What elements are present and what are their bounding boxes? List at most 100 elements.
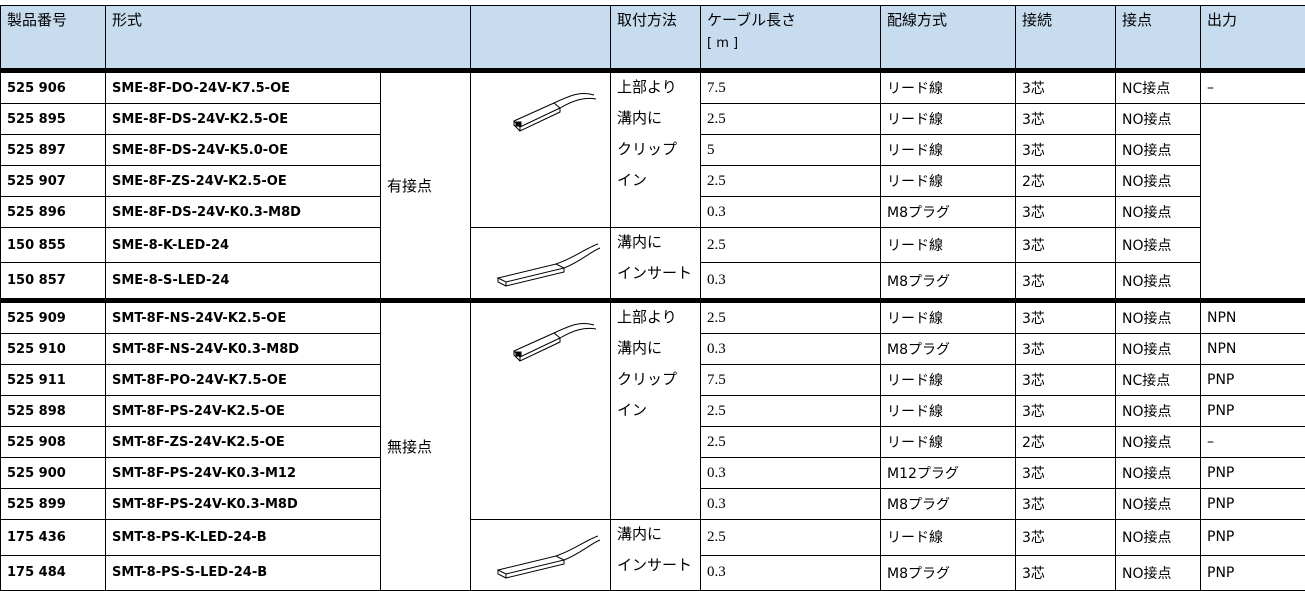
wiring: リード線 — [881, 228, 1016, 263]
connection: 3芯 — [1016, 520, 1116, 556]
contact: NO接点 — [1116, 228, 1201, 263]
header-cable-length: ケーブル長さ[ m ] — [701, 6, 881, 71]
output: NPN — [1201, 334, 1305, 365]
connection: 3芯 — [1016, 104, 1116, 135]
output — [1201, 197, 1305, 228]
cable-length: 2.5 — [701, 228, 881, 263]
contact: NO接点 — [1116, 263, 1201, 301]
wiring: M8プラグ — [881, 197, 1016, 228]
cable-length: 5 — [701, 135, 881, 166]
connection: 3芯 — [1016, 396, 1116, 427]
mounting-line: 溝内に — [617, 228, 694, 259]
type-code: SME-8-K-LED-24 — [106, 228, 381, 263]
header-row: 製品番号形式取付方法ケーブル長さ[ m ]配線方式接続接点出力 — [1, 6, 1305, 71]
product-no: 525 895 — [1, 104, 106, 135]
wiring: リード線 — [881, 71, 1016, 104]
product-no: 525 910 — [1, 334, 106, 365]
mounting-line: 上部より — [617, 73, 694, 104]
cable-length: 2.5 — [701, 427, 881, 458]
type-code: SME-8F-DO-24V-K7.5-OE — [106, 71, 381, 104]
contact: NO接点 — [1116, 197, 1201, 228]
type-code: SMT-8F-NS-24V-K2.5-OE — [106, 301, 381, 334]
contact: NO接点 — [1116, 334, 1201, 365]
contact: NO接点 — [1116, 135, 1201, 166]
output: PNP — [1201, 489, 1305, 520]
output: PNP — [1201, 520, 1305, 556]
type-code: SMT-8F-ZS-24V-K2.5-OE — [106, 427, 381, 458]
type-code: SMT-8F-PO-24V-K7.5-OE — [106, 365, 381, 396]
product-no: 525 899 — [1, 489, 106, 520]
connection: 3芯 — [1016, 263, 1116, 301]
connection: 3芯 — [1016, 228, 1116, 263]
product-no: 525 900 — [1, 458, 106, 489]
mounting-line: イン — [617, 396, 694, 427]
type-code: SME-8F-DS-24V-K0.3-M8D — [106, 197, 381, 228]
output: PNP — [1201, 365, 1305, 396]
cable-length: 2.5 — [701, 166, 881, 197]
wiring: M12プラグ — [881, 458, 1016, 489]
wiring: リード線 — [881, 166, 1016, 197]
wiring: リード線 — [881, 396, 1016, 427]
mounting: 上部より溝内にクリップイン — [611, 301, 701, 520]
product-no: 525 896 — [1, 197, 106, 228]
output: PNP — [1201, 396, 1305, 427]
connection: 3芯 — [1016, 197, 1116, 228]
output — [1201, 135, 1305, 166]
type-code: SMT-8F-PS-24V-K2.5-OE — [106, 396, 381, 427]
product-no: 150 855 — [1, 228, 106, 263]
sensor-image — [476, 526, 606, 586]
cable-length: 2.5 — [701, 520, 881, 556]
wiring: M8プラグ — [881, 263, 1016, 301]
mounting: 上部より溝内にクリップイン — [611, 71, 701, 228]
type-code: SMT-8-PS-K-LED-24-B — [106, 520, 381, 556]
mounting-line: 溝内に — [617, 104, 694, 135]
product-no: 525 898 — [1, 396, 106, 427]
cable-length: 7.5 — [701, 71, 881, 104]
sensor-image — [476, 234, 606, 294]
contact: NC接点 — [1116, 71, 1201, 104]
header-product-no: 製品番号 — [1, 6, 106, 71]
mounting: 溝内にインサート — [611, 228, 701, 301]
sensor-image-cell — [471, 301, 611, 520]
cable-length: 7.5 — [701, 365, 881, 396]
mounting-line: イン — [617, 166, 694, 197]
connection: 3芯 — [1016, 135, 1116, 166]
header-image — [471, 6, 611, 71]
wiring: M8プラグ — [881, 489, 1016, 520]
sensor-image-cell — [471, 520, 611, 591]
contact: NO接点 — [1116, 520, 1201, 556]
sensor-image-cell — [471, 228, 611, 301]
output — [1201, 228, 1305, 263]
table-header: 製品番号形式取付方法ケーブル長さ[ m ]配線方式接続接点出力 — [1, 6, 1305, 71]
mounting-line: 溝内に — [617, 520, 694, 551]
header-connection: 接続 — [1016, 6, 1116, 71]
product-no: 525 909 — [1, 301, 106, 334]
mounting: 溝内にインサート — [611, 520, 701, 591]
connection: 3芯 — [1016, 365, 1116, 396]
mounting-line: 溝内に — [617, 334, 694, 365]
output: – — [1201, 71, 1305, 104]
type-code: SMT-8F-PS-24V-K0.3-M12 — [106, 458, 381, 489]
wiring: リード線 — [881, 135, 1016, 166]
contact: NO接点 — [1116, 489, 1201, 520]
wiring: M8プラグ — [881, 334, 1016, 365]
contact: NO接点 — [1116, 427, 1201, 458]
type-code: SME-8F-DS-24V-K5.0-OE — [106, 135, 381, 166]
product-no: 525 897 — [1, 135, 106, 166]
contact: NO接点 — [1116, 301, 1201, 334]
sensor-image-cell — [471, 71, 611, 228]
output: NPN — [1201, 301, 1305, 334]
cable-length: 2.5 — [701, 301, 881, 334]
contact: NO接点 — [1116, 458, 1201, 489]
cable-length: 0.3 — [701, 334, 881, 365]
contact: NO接点 — [1116, 396, 1201, 427]
wiring: リード線 — [881, 427, 1016, 458]
header-unit: [ m ] — [707, 36, 874, 51]
mounting-line: クリップ — [617, 365, 694, 396]
contact-type: 無接点 — [381, 301, 471, 591]
cable-length: 2.5 — [701, 396, 881, 427]
